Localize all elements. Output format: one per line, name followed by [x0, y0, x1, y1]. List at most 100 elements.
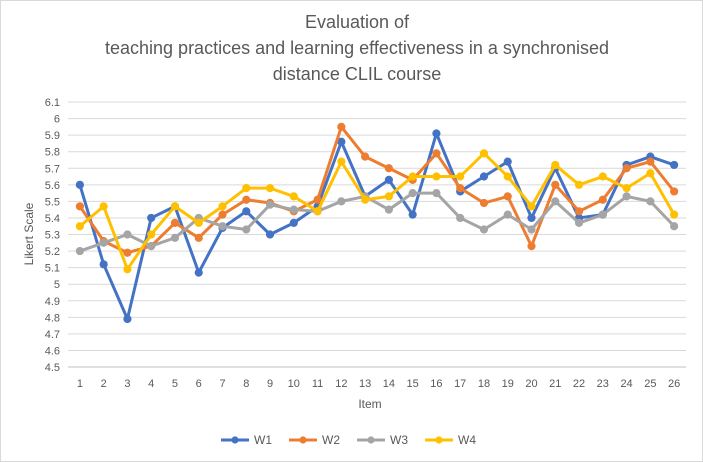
x-tick-label-1: 1: [77, 378, 83, 390]
y-tick-label-6: 6: [54, 114, 60, 126]
y-tick-label-5.1: 5.1: [45, 263, 60, 275]
data-point-w2-item-14: [384, 164, 393, 173]
x-tick-label-25: 25: [644, 378, 656, 390]
data-point-w2-item-6: [194, 233, 203, 242]
y-tick-label-4.6: 4.6: [45, 345, 60, 357]
chart-title-line-3: distance CLIL course: [273, 64, 441, 84]
data-point-w3-item-21: [551, 197, 560, 206]
data-point-w4-item-12: [337, 157, 346, 166]
y-axis-title: Likert Scale: [22, 202, 36, 265]
data-point-w1-item-14: [384, 175, 393, 184]
data-point-w2-item-7: [218, 210, 227, 219]
x-tick-label-5: 5: [172, 378, 178, 390]
x-tick-label-24: 24: [620, 378, 632, 390]
y-tick-label-5.3: 5.3: [45, 230, 60, 242]
x-tick-label-14: 14: [383, 378, 395, 390]
data-point-w4-item-5: [170, 202, 180, 211]
data-point-w4-item-14: [384, 192, 393, 201]
x-tick-label-10: 10: [288, 378, 300, 390]
y-axis-ticks: 4.5 4.6 4.7 4.8 4.9 5 5.1 5.2 5.3 5.4 5.5 5.6 5.7 5.8…: [45, 97, 60, 374]
data-point-w1-item-8: [242, 207, 251, 216]
data-point-w3-item-20: [527, 225, 536, 234]
y-tick-label-4.9: 4.9: [45, 296, 60, 308]
data-point-w4-item-22: [574, 180, 584, 189]
x-tick-label-15: 15: [407, 378, 419, 390]
data-point-w1-item-1: [75, 180, 84, 189]
data-point-w3-item-22: [574, 218, 584, 228]
data-point-w3-item-23: [598, 210, 607, 219]
data-point-w2-item-5: [170, 218, 180, 228]
data-point-w1-item-20: [527, 213, 536, 223]
data-point-w3-item-10: [289, 205, 298, 214]
data-point-w4-item-11: [313, 207, 322, 216]
data-point-w3-item-2: [99, 238, 108, 247]
data-point-w1-item-18: [479, 172, 489, 181]
chart-title-line-2: teaching practices and learning effectiv…: [105, 38, 609, 58]
data-point-w2-item-24: [622, 164, 631, 173]
x-tick-label-18: 18: [478, 378, 490, 390]
data-point-w4-item-6: [194, 218, 203, 228]
y-tick-label-5: 5: [54, 279, 60, 291]
x-tick-label-4: 4: [148, 378, 154, 390]
data-point-w3-item-4: [147, 241, 156, 251]
legend-marker-w4: [435, 436, 443, 444]
gridlines: [68, 101, 686, 368]
x-tick-label-6: 6: [196, 378, 202, 390]
legend-label-w2: W2: [322, 433, 340, 447]
x-tick-label-8: 8: [243, 378, 249, 390]
data-point-w3-item-7: [218, 222, 227, 231]
x-tick-label-22: 22: [573, 378, 585, 390]
y-tick-label-5.2: 5.2: [45, 246, 60, 258]
y-tick-label-5.9: 5.9: [45, 130, 60, 142]
y-tick-label-4.8: 4.8: [45, 312, 60, 324]
data-point-w3-item-16: [432, 188, 441, 198]
y-tick-label-4.7: 4.7: [45, 329, 60, 341]
y-tick-label-5.6: 5.6: [45, 180, 60, 192]
data-point-w3-item-19: [503, 210, 512, 219]
data-point-w3-item-14: [384, 205, 393, 214]
legend-label-w4: W4: [458, 433, 476, 447]
data-point-w4-item-19: [503, 172, 512, 181]
data-point-w4-item-26: [670, 210, 679, 219]
data-point-w2-item-23: [598, 195, 607, 204]
y-tick-label-5.8: 5.8: [45, 147, 60, 159]
data-point-w3-item-17: [456, 213, 465, 223]
data-point-w2-item-16: [432, 149, 441, 158]
data-point-w4-item-25: [646, 169, 655, 178]
data-point-w3-item-26: [670, 222, 679, 231]
data-point-w3-item-3: [123, 230, 132, 239]
chart-title-line-1: Evaluation of: [305, 12, 410, 32]
legend: W1 W2 W3 W4: [221, 433, 476, 447]
data-point-w1-item-6: [194, 268, 203, 277]
data-point-w1-item-19: [503, 157, 512, 166]
data-point-w4-item-18: [479, 149, 489, 158]
data-point-w4-item-24: [622, 184, 631, 193]
data-point-w1-item-3: [123, 314, 132, 324]
data-point-w2-item-25: [646, 157, 655, 166]
y-tick-label-5.4: 5.4: [45, 213, 60, 225]
data-point-w3-item-9: [265, 200, 275, 209]
data-point-w4-item-4: [147, 230, 156, 239]
series-line-w3: [78, 191, 676, 253]
x-tick-label-16: 16: [430, 378, 442, 390]
data-point-w4-item-1: [75, 222, 84, 231]
data-point-w4-item-20: [527, 202, 536, 211]
data-point-w3-item-12: [337, 197, 346, 206]
data-point-w4-item-21: [551, 160, 560, 170]
legend-label-w3: W3: [390, 433, 408, 447]
data-point-w4-item-17: [456, 172, 465, 181]
x-axis-title: Item: [358, 397, 381, 411]
data-point-w2-item-20: [527, 241, 536, 251]
x-tick-label-2: 2: [101, 378, 107, 390]
data-point-w1-item-9: [265, 230, 275, 239]
data-point-w4-item-15: [408, 172, 417, 181]
y-tick-label-5.5: 5.5: [45, 196, 60, 208]
y-tick-label-5.7: 5.7: [45, 163, 60, 175]
data-point-w2-item-26: [670, 187, 679, 196]
x-tick-label-20: 20: [525, 378, 537, 390]
data-point-w1-item-15: [408, 210, 417, 219]
data-point-w1-item-2: [99, 260, 108, 269]
data-point-w3-item-15: [408, 188, 417, 198]
legend-marker-w3: [367, 436, 375, 444]
